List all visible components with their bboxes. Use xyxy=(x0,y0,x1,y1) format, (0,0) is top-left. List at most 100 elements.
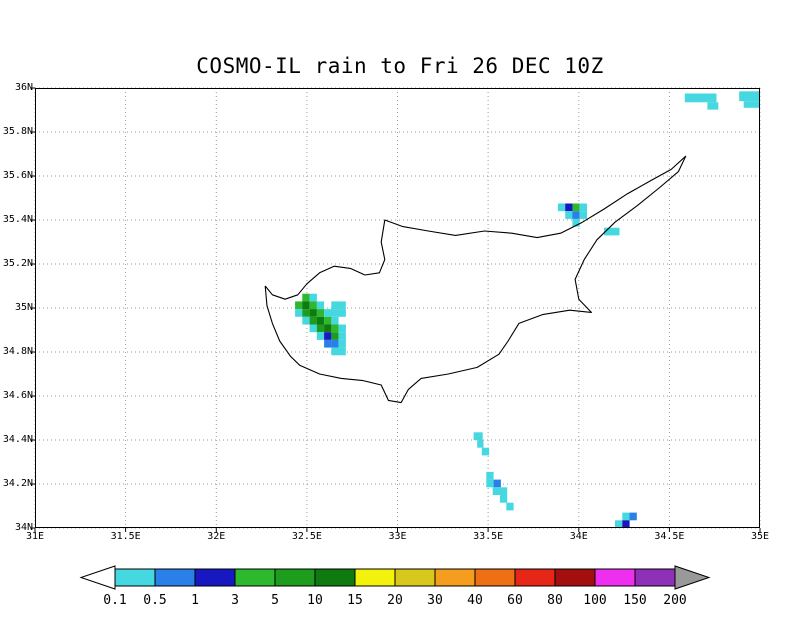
rain-cell xyxy=(565,211,573,219)
chart-title: COSMO-IL rain to Fri 26 DEC 10Z xyxy=(196,54,604,78)
y-axis-tick-label: 36N xyxy=(14,82,33,93)
rain-cell xyxy=(684,93,717,103)
rain-cell xyxy=(493,479,501,488)
legend-tick-label: 100 xyxy=(583,593,606,608)
rain-cell xyxy=(316,301,325,310)
x-axis-tick-label: 32E xyxy=(207,531,226,542)
y-axis-tick-label: 35N xyxy=(14,302,33,313)
rain-cell xyxy=(477,440,484,448)
rain-cell xyxy=(492,487,508,495)
rain-cell xyxy=(338,339,346,348)
rain-cell xyxy=(309,309,317,317)
rain-cell xyxy=(579,203,587,212)
rain-cell xyxy=(604,227,620,236)
rain-cell xyxy=(506,502,514,511)
rain-cell xyxy=(473,432,483,440)
rain-cell xyxy=(295,309,303,317)
rain-cell xyxy=(331,316,339,325)
legend-segment xyxy=(314,568,356,587)
rain-cell xyxy=(316,316,325,325)
rain-cell xyxy=(309,316,317,325)
legend-segment xyxy=(274,568,316,587)
rain-cell xyxy=(331,347,346,356)
y-axis-tick-label: 35.2N xyxy=(2,258,33,269)
x-axis-tick-label: 33.5E xyxy=(473,531,504,542)
rain-cell xyxy=(338,324,346,333)
rain-cell xyxy=(557,203,566,212)
rain-cell xyxy=(316,324,325,333)
legend-tick-label: 80 xyxy=(547,593,563,608)
legend-tick-label: 200 xyxy=(663,593,686,608)
rain-cell xyxy=(481,447,490,456)
legend-tick-label: 150 xyxy=(623,593,646,608)
legend-tick-label: 1 xyxy=(191,593,199,608)
rain-cell xyxy=(338,332,346,340)
y-axis-tick-label: 34N xyxy=(14,522,33,533)
legend-segment xyxy=(234,568,276,587)
legend-left-arrow xyxy=(79,565,116,590)
rain-cell xyxy=(331,324,339,333)
x-axis-tick-label: 35E xyxy=(750,531,770,542)
x-axis-tick-label: 34E xyxy=(569,531,588,542)
legend-right-arrow xyxy=(674,565,711,590)
legend-segment xyxy=(554,568,596,587)
legend-tick-label: 5 xyxy=(271,593,279,608)
legend-tick-label: 10 xyxy=(307,593,323,608)
rain-cell xyxy=(579,211,587,219)
x-axis-tick-label: 31.5E xyxy=(110,531,141,542)
rain-cell xyxy=(302,316,310,325)
rain-cell xyxy=(629,512,637,521)
rain-cell xyxy=(324,339,332,348)
legend-tick-label: 15 xyxy=(347,593,363,608)
rain-cell xyxy=(324,309,346,317)
plot-border xyxy=(35,88,760,528)
y-axis-tick-label: 35.6N xyxy=(2,170,33,181)
color-scale-legend: 0.1 0.5 1 3 5 10 15 20 30 40 60 80 100 150 200 xyxy=(79,565,711,608)
rain-cell xyxy=(572,211,580,219)
legend-segment xyxy=(474,568,516,587)
legend-tick-label: 60 xyxy=(507,593,523,608)
rain-cell xyxy=(302,309,310,317)
rain-cell xyxy=(743,101,760,108)
map-graphic xyxy=(31,87,761,532)
y-axis-tick-label: 34.6N xyxy=(2,390,33,401)
rain-cell xyxy=(331,332,339,340)
rain-cell xyxy=(309,324,317,333)
rain-cell xyxy=(324,332,332,340)
y-axis-tick-label: 34.4N xyxy=(2,434,33,445)
rain-cell xyxy=(302,301,310,310)
legend-segment xyxy=(514,568,556,587)
x-axis-tick-label: 34.5E xyxy=(654,531,685,542)
rain-cell xyxy=(316,309,325,317)
legend-segment xyxy=(434,568,476,587)
rain-cell xyxy=(499,495,508,503)
rain-cell xyxy=(309,301,317,310)
rain-cell xyxy=(324,316,332,325)
legend-tick-label: 30 xyxy=(427,593,443,608)
rain-cell xyxy=(572,203,580,212)
rain-cell xyxy=(316,332,325,340)
legend-segment xyxy=(594,568,636,587)
y-axis-tick-label: 34.2N xyxy=(2,478,33,489)
legend-segment xyxy=(194,568,236,587)
rain-cell xyxy=(331,339,339,348)
legend-segment xyxy=(634,568,676,587)
rain-cell xyxy=(565,203,573,212)
legend-segment xyxy=(354,568,396,587)
legend-segment xyxy=(394,568,436,587)
map-plot-area xyxy=(31,87,761,532)
legend-segment xyxy=(114,568,156,587)
rain-cell xyxy=(622,512,630,521)
y-axis-tick-label: 34.8N xyxy=(2,346,33,357)
rain-cell xyxy=(302,293,310,302)
legend-tick-label: 20 xyxy=(387,593,403,608)
rain-cell xyxy=(331,301,346,310)
x-axis-tick-label: 33E xyxy=(388,531,407,542)
y-axis-tick-label: 35.8N xyxy=(2,126,33,137)
rain-cell xyxy=(486,479,494,488)
rain-cell xyxy=(486,471,494,480)
rain-cell xyxy=(615,520,623,528)
legend-segment xyxy=(154,568,196,587)
rain-cell xyxy=(707,102,719,110)
rain-cell xyxy=(622,520,630,528)
